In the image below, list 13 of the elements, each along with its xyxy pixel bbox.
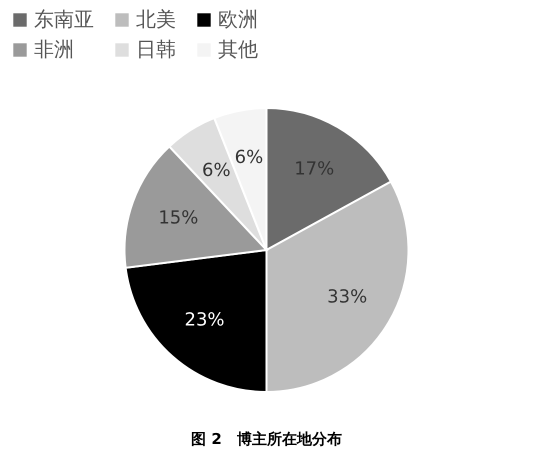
data-label: 6% xyxy=(234,146,264,168)
legend-label: 其他 xyxy=(218,37,258,61)
data-label: 23% xyxy=(184,309,225,330)
legend-label: 东南亚 xyxy=(34,7,94,31)
data-label: 6% xyxy=(202,160,231,181)
legend-label: 日韩 xyxy=(136,37,176,61)
data-label: 15% xyxy=(158,207,198,228)
data-label: 33% xyxy=(327,286,368,308)
legend-label: 非洲 xyxy=(34,37,74,61)
legend-label: 欧洲 xyxy=(218,7,258,31)
legend-label: 北美 xyxy=(136,7,176,31)
data-label: 17% xyxy=(294,158,334,180)
caption: 图 2 博主所在地分布 xyxy=(191,430,342,448)
